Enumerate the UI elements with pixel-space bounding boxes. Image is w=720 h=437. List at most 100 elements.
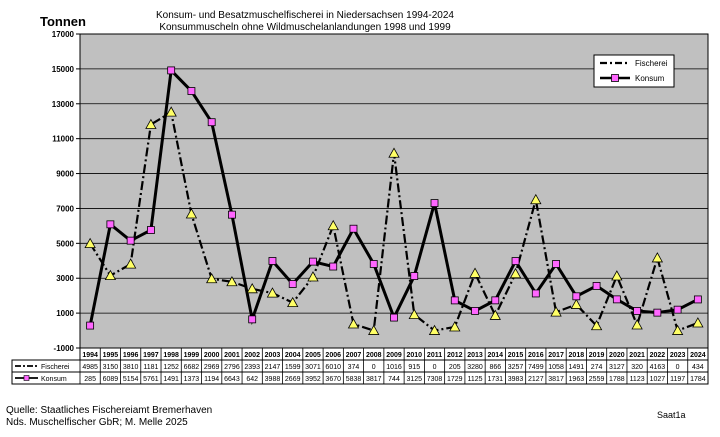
table-fischerei-value: 320 — [631, 364, 643, 371]
table-fischerei-value: 4163 — [650, 364, 666, 371]
konsum-point — [531, 289, 540, 298]
x-tick-label: 1998 — [163, 352, 179, 359]
x-tick-label: 2004 — [285, 352, 301, 359]
fischerei-point — [307, 271, 319, 282]
fischerei-point — [692, 317, 704, 328]
table-fischerei-value: 3280 — [467, 364, 483, 371]
table-konsum-value: 5838 — [346, 376, 362, 383]
fischerei-point — [205, 272, 218, 284]
fischerei-point — [246, 282, 258, 294]
konsum-point — [309, 257, 317, 266]
x-tick-label: 1994 — [82, 352, 98, 359]
konsum-point — [552, 260, 560, 268]
table-fischerei-value: 0 — [433, 364, 437, 371]
konsum-point — [288, 280, 297, 288]
table-konsum-value: 1788 — [609, 376, 625, 383]
konsum-point — [167, 66, 176, 75]
konsum-point — [329, 262, 338, 271]
table-fischerei-value: 6682 — [184, 364, 200, 371]
x-tick-label: 2008 — [366, 352, 382, 359]
table-fischerei-value: 2393 — [244, 364, 260, 371]
fischerei-point — [226, 275, 238, 287]
table-konsum-value: 2669 — [285, 376, 301, 383]
fischerei-point — [631, 319, 643, 330]
table-konsum-value: 285 — [84, 376, 96, 383]
table-fischerei-value: 205 — [449, 364, 461, 371]
fischerei-point — [347, 318, 360, 329]
konsum-point — [612, 295, 621, 304]
table-konsum-value: 3125 — [406, 376, 422, 383]
table-fischerei-value: 6010 — [325, 364, 341, 371]
x-tick-label: 2024 — [690, 352, 706, 359]
konsum-point — [126, 236, 135, 245]
y-tick-label: 13000 — [52, 100, 75, 109]
table-konsum-value: 6643 — [224, 376, 240, 383]
table-konsum-value: 1963 — [569, 376, 585, 383]
table-konsum-value: 3988 — [265, 376, 281, 383]
table-fischerei-value: 1252 — [163, 364, 179, 371]
konsum-point — [511, 257, 520, 265]
x-tick-label: 2002 — [244, 352, 260, 359]
fischerei-point — [408, 308, 420, 319]
table-fischerei-value: 3071 — [305, 364, 321, 371]
y-tick-label: 1000 — [56, 309, 74, 318]
fischerei-point — [368, 324, 380, 335]
y-axis: -1000 1000 3000 5000 7000 9000 11000 13000 15000… — [52, 30, 80, 353]
konsum-point — [268, 257, 277, 265]
table-fischerei-value: 866 — [489, 364, 501, 371]
table-konsum-value: 1784 — [690, 376, 706, 383]
gridlines — [80, 68, 708, 314]
x-tick-label: 2022 — [650, 352, 666, 359]
fischerei-point — [124, 258, 137, 269]
table-konsum-value: 3983 — [508, 376, 524, 383]
x-tick-label: 2012 — [447, 352, 463, 359]
x-tick-label: 2000 — [204, 352, 220, 359]
konsum-point — [228, 210, 236, 219]
table-konsum-value: 1125 — [468, 376, 483, 383]
table-konsum-value: 1027 — [650, 376, 666, 383]
fischerei-point — [590, 319, 603, 331]
table-fischerei-value: 3150 — [103, 364, 119, 371]
y-tick-label: 7000 — [56, 204, 74, 213]
table-fischerei-value: 3127 — [609, 364, 625, 371]
fischerei-point — [145, 118, 157, 129]
table-fischerei-value: 374 — [348, 364, 360, 371]
x-tick-label: 2005 — [305, 352, 321, 359]
source-line-1: Quelle: Staatliches Fischereiamt Bremerh… — [6, 405, 213, 416]
y-axis-label: Tonnen — [40, 14, 86, 29]
x-tick-label: 2017 — [548, 352, 564, 359]
x-tick-label: 1996 — [123, 352, 139, 359]
table-fischerei-value: 1058 — [548, 364, 564, 371]
table-konsum-value: 5761 — [143, 376, 159, 383]
table-konsum-value: 3952 — [305, 376, 321, 383]
fischerei-point — [530, 193, 542, 205]
table-konsum-value: 1491 — [163, 376, 179, 383]
konsum-point — [592, 282, 601, 290]
table-fischerei-value: 0 — [676, 364, 680, 371]
chart-subtitle: Konsummuscheln ohne Wildmuschelanlandung… — [159, 22, 451, 33]
konsum-point — [471, 307, 479, 315]
fischerei-point — [388, 147, 400, 158]
x-tick-label: 2001 — [224, 352, 240, 359]
legend: Fischerei Konsum — [593, 54, 675, 88]
legend-konsum-marker — [611, 74, 619, 82]
table-fischerei-value: 1491 — [569, 364, 585, 371]
konsum-point — [693, 295, 702, 304]
table-konsum-label: Konsum — [41, 376, 67, 383]
fischerei-point — [165, 106, 177, 117]
fischerei-point — [185, 208, 198, 219]
konsum-point — [349, 224, 358, 233]
x-tick-label: 1997 — [143, 352, 159, 359]
fischerei-point — [489, 309, 501, 320]
table-fischerei-value: 915 — [408, 364, 420, 371]
y-tick-label: -1000 — [54, 344, 75, 353]
table-fischerei-value: 7499 — [528, 364, 544, 371]
table-konsum-value: 5154 — [123, 376, 139, 383]
konsum-point — [390, 313, 398, 322]
fischerei-point — [287, 296, 299, 308]
x-tick-label: 1999 — [184, 352, 200, 359]
fischerei-point — [428, 324, 441, 335]
konsum-point — [106, 220, 115, 229]
table-konsum-value: 2559 — [589, 376, 605, 383]
y-tick-label: 5000 — [56, 239, 74, 248]
